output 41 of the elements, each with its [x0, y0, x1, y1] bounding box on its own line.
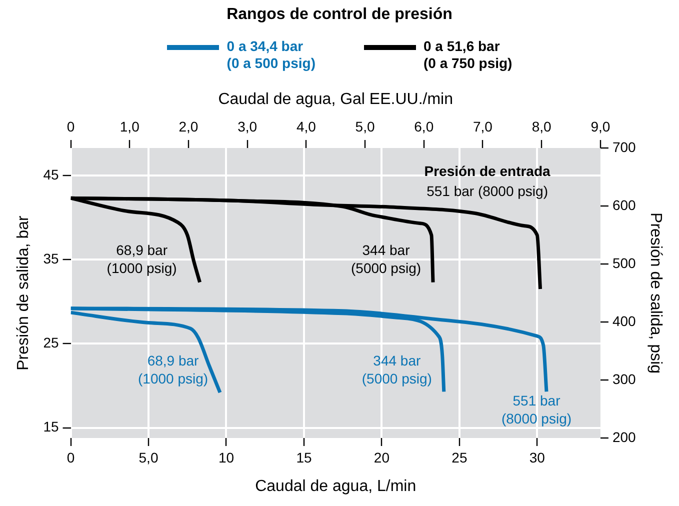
x2-tick-label: 6,0	[414, 118, 434, 134]
y-tick-label: 35	[43, 250, 59, 266]
x2-tick-label: 1,0	[120, 118, 140, 134]
chart-title: Rangos de control de presión	[226, 6, 454, 24]
x-tick-label: 30	[529, 449, 546, 466]
y-tick-label: 25	[43, 334, 59, 351]
x2-tick-label: 5,0	[355, 118, 375, 134]
y-tick-label: 15	[43, 418, 59, 435]
x-tick-label: 0	[66, 449, 75, 466]
y2-tick-label: 300	[612, 370, 636, 387]
x2-tick-label: 9,0	[590, 118, 610, 134]
x-tick-label: 25	[452, 449, 468, 466]
y2-tick-label: 700	[612, 138, 636, 155]
annotation: Presión de entrada	[424, 162, 551, 179]
annotation: 68,9 bar (1000 psig)	[106, 242, 177, 276]
x2-axis-title: Caudal de agua, Gal EE.UU./min	[218, 91, 454, 108]
x-tick-label: 20	[374, 449, 390, 466]
x2-tick-label: 7,0	[473, 118, 493, 134]
annotation: 551 bar (8000 psig)	[501, 392, 572, 427]
y2-tick-label: 500	[612, 254, 636, 271]
annotation: 344 bar (5000 psig)	[350, 242, 422, 276]
y2-tick-label: 200	[612, 428, 636, 445]
annotation: 551 bar (8000 psig)	[426, 182, 548, 199]
y-tick-label: 45	[43, 166, 59, 182]
x-tick-label: 10	[218, 449, 234, 466]
y2-tick-label: 400	[612, 312, 636, 329]
legend-label: 0 a 34,4 bar (0 a 500 psig)	[226, 38, 316, 72]
x-tick-label: 15	[296, 449, 312, 466]
x2-tick-label: 8,0	[532, 118, 552, 134]
x2-tick-label: 0	[66, 118, 75, 134]
y2-axis-title: Presión de salida, psig	[646, 212, 664, 374]
y-axis-title: Presión de salida, bar	[15, 214, 32, 370]
x2-tick-label: 2,0	[178, 118, 198, 134]
legend-label: 0 a 51,6 bar (0 a 750 psig)	[424, 38, 512, 72]
x-tick-label: 5,0	[138, 449, 158, 466]
x-axis-title: Caudal de agua, L/min	[255, 478, 416, 495]
annotation: 68,9 bar (1000 psig)	[138, 352, 208, 386]
x2-tick-label: 3,0	[238, 118, 258, 134]
y2-tick-label: 600	[612, 196, 636, 213]
annotation: 344 bar (5000 psig)	[362, 352, 432, 387]
x2-tick-label: 4,0	[296, 118, 316, 134]
